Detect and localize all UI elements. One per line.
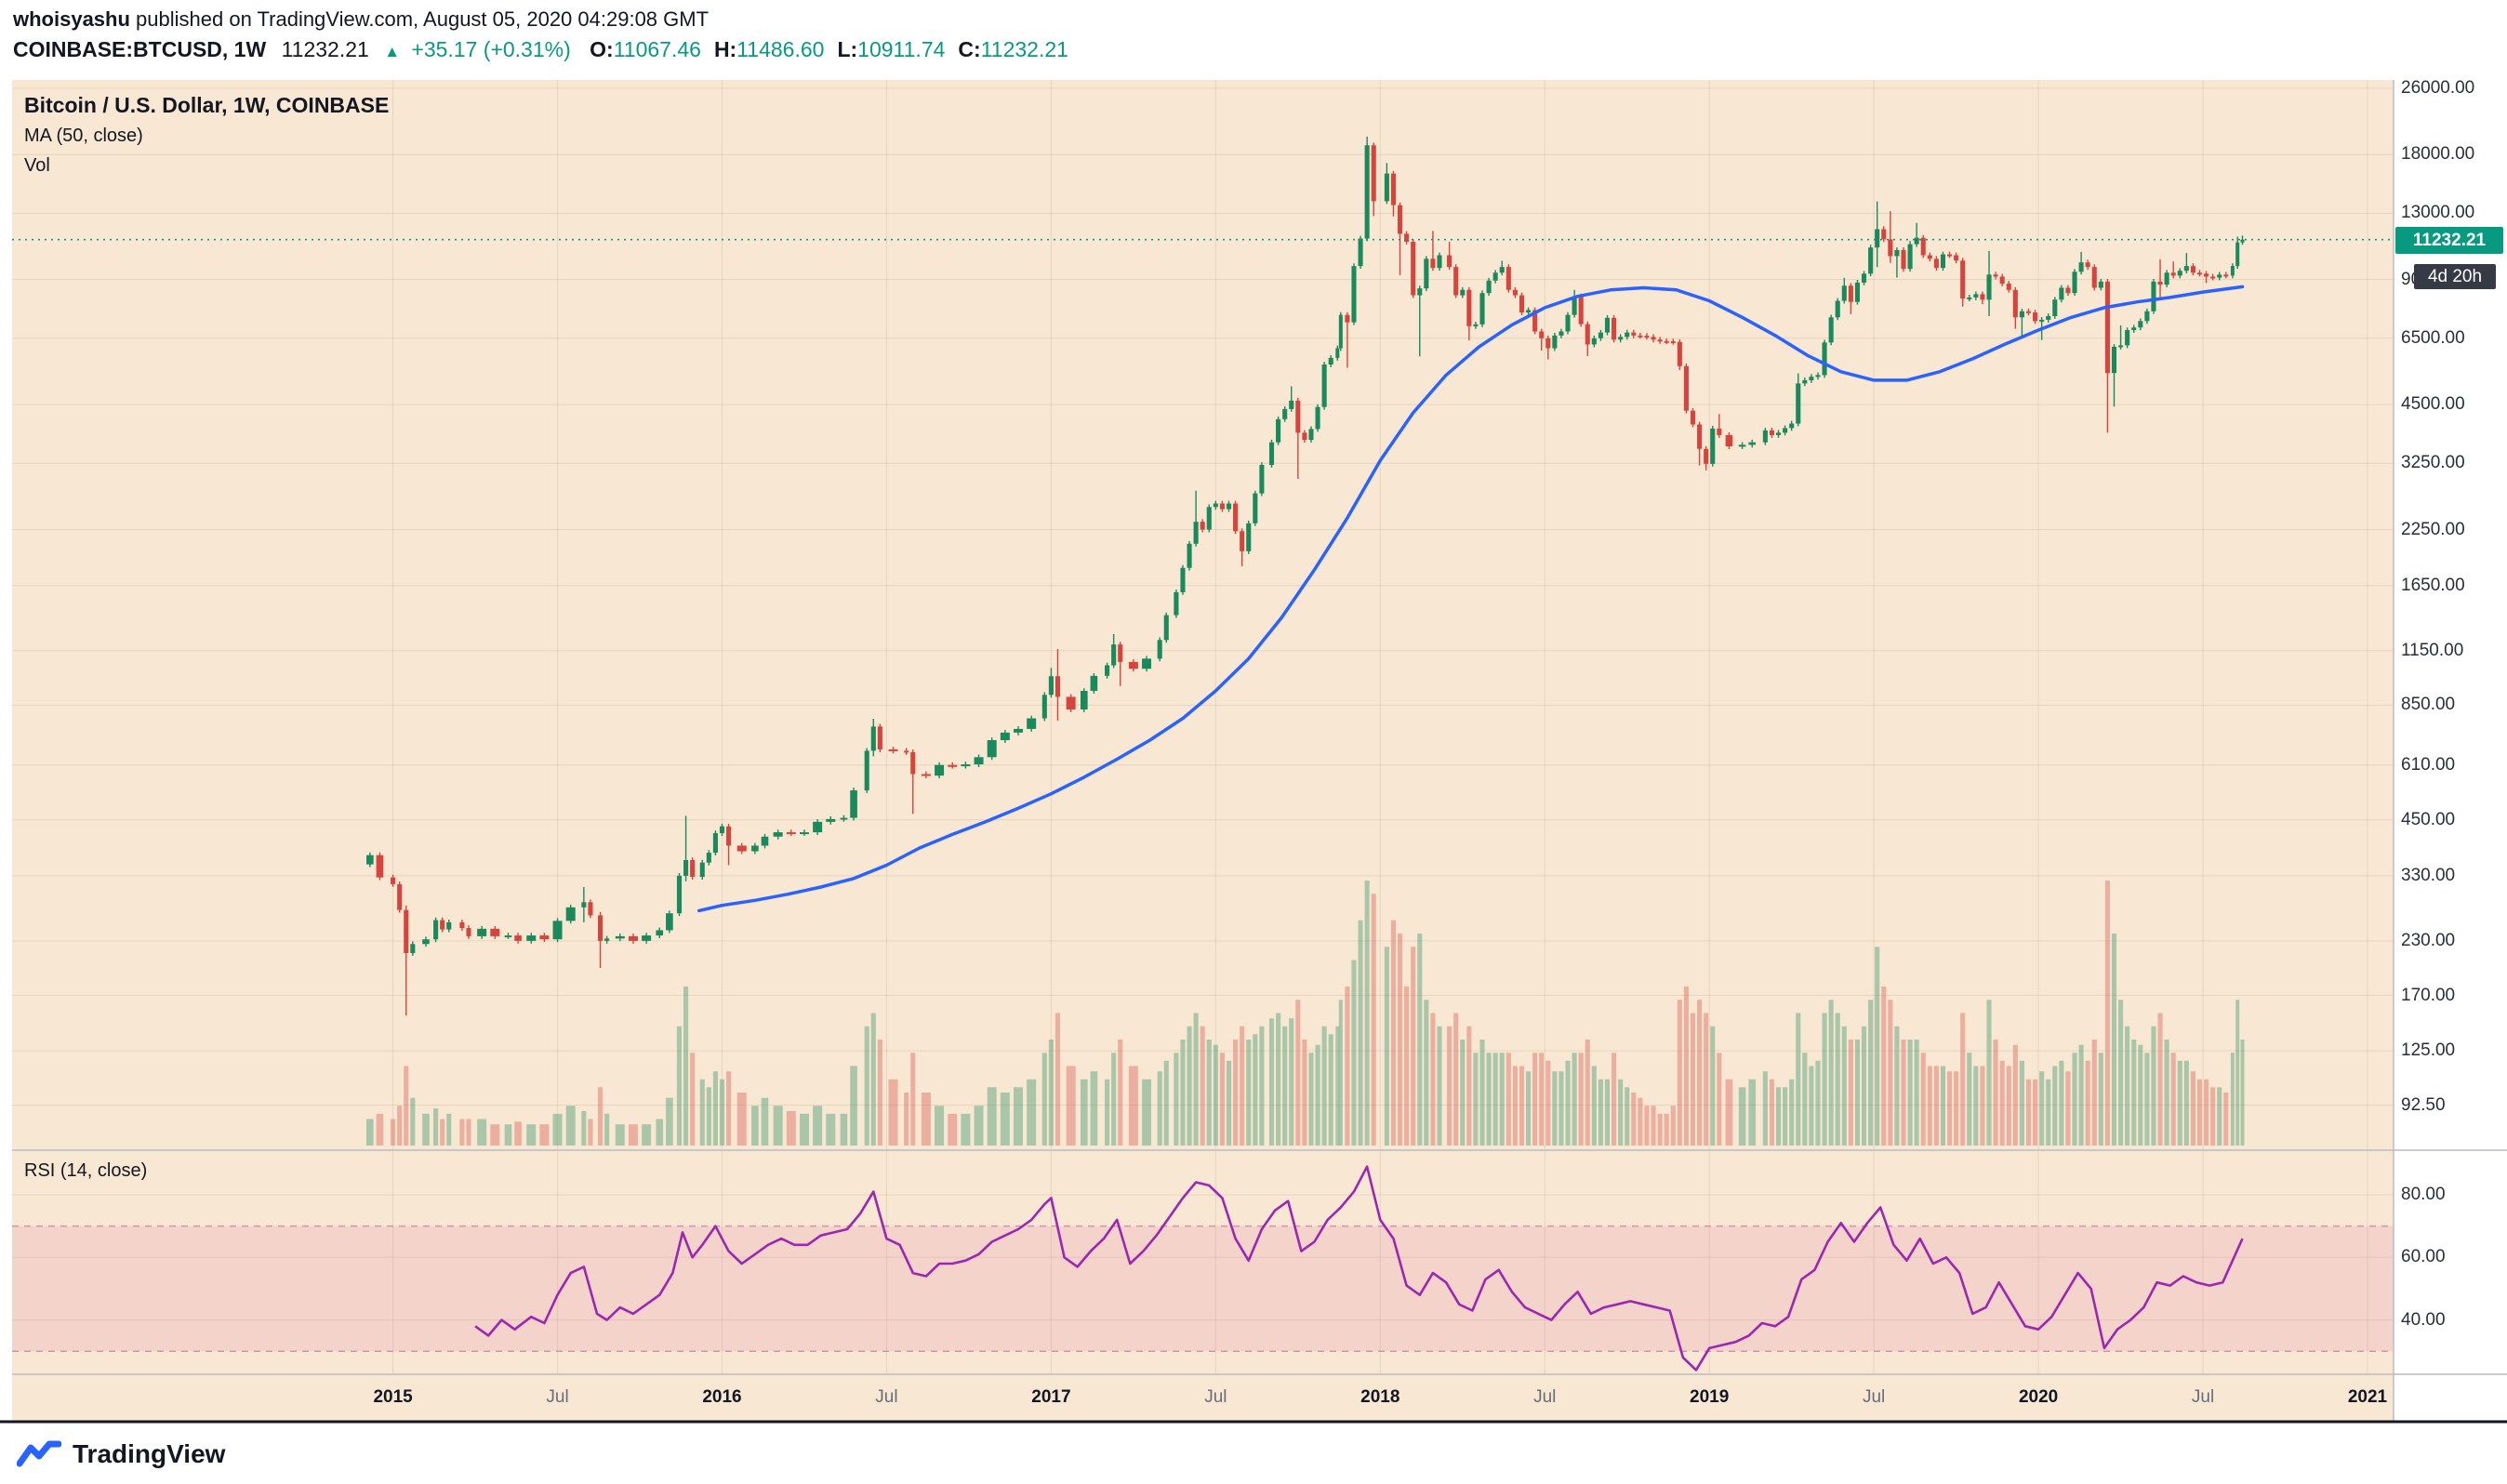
time-tick-label: Jul (875, 1387, 898, 1407)
time-tick-label: 2021 (2347, 1387, 2388, 1407)
tradingview-wordmark[interactable]: TradingView (73, 1438, 226, 1468)
ohlc-values: O:11067.46 H:11486.60 L:10911.74 C:11232.21 (577, 37, 1068, 61)
tradingview-logo-icon[interactable] (17, 1439, 61, 1469)
price-tick-label: 170.00 (2401, 985, 2456, 1005)
price-tick-label: 18000.00 (2401, 144, 2475, 165)
byline-text: published on TradingView.com, August 05,… (129, 7, 710, 31)
time-tick-label: 2016 (702, 1387, 742, 1407)
last-price: 11232.21 (281, 37, 369, 61)
time-tick-label: 2015 (373, 1387, 413, 1407)
time-tick-label: 2020 (2018, 1387, 2059, 1407)
price-tick-label: 230.00 (2401, 930, 2456, 950)
price-tick-label: 6500.00 (2401, 327, 2465, 348)
price-tick-label: 92.50 (2401, 1094, 2446, 1115)
bar-countdown-badge: 4d 20h (2414, 264, 2496, 289)
price-tick-label: 610.00 (2401, 754, 2456, 775)
change-value: +35.17 (+0.31%) (411, 37, 571, 61)
time-tick-label: Jul (2191, 1387, 2215, 1407)
ohlc-value: 11232.21 (980, 37, 1068, 61)
price-tick-label: 26000.00 (2401, 77, 2475, 98)
price-tick-label: 1150.00 (2401, 640, 2464, 660)
price-tick-label: 1650.00 (2401, 575, 2465, 595)
symbol-title[interactable]: COINBASE:BTCUSD, 1W (13, 37, 267, 61)
ohlc-label: C: (958, 37, 981, 61)
time-tick-label: 2017 (1031, 1387, 1071, 1407)
symbol-status-line: COINBASE:BTCUSD, 1W 11232.21 ▲ +35.17 (+… (13, 33, 2431, 68)
ohlc-value: 10911.74 (857, 37, 946, 61)
time-tick-label: Jul (1862, 1387, 1886, 1407)
ma-indicator-label[interactable]: MA (50, close) (24, 126, 143, 146)
price-tick-label: 2250.00 (2401, 519, 2465, 539)
time-tick-label: Jul (1204, 1387, 1227, 1407)
volume-indicator-label[interactable]: Vol (24, 155, 50, 176)
ohlc-value: 11067.46 (613, 37, 701, 61)
publish-header: whoisyashu published on TradingView.com,… (13, 6, 2431, 68)
price-tick-label: 3250.00 (2401, 453, 2465, 473)
price-tick-label: 850.00 (2401, 695, 2456, 715)
time-tick-label: 2019 (1690, 1387, 1730, 1407)
ohlc-label: L: (837, 37, 858, 61)
last-price-badge: 11232.21 (2395, 227, 2503, 254)
author-link[interactable]: whoisyashu (13, 7, 130, 31)
chart-title[interactable]: Bitcoin / U.S. Dollar, 1W, COINBASE (24, 93, 390, 117)
price-tick-label: 13000.00 (2401, 203, 2475, 223)
chart-legend: Bitcoin / U.S. Dollar, 1W, COINBASE MA (… (24, 89, 389, 180)
price-tick-label: 125.00 (2401, 1040, 2456, 1061)
price-tick-label: 330.00 (2401, 865, 2456, 885)
time-tick-label: Jul (546, 1387, 569, 1407)
footer: TradingView (0, 1424, 2507, 1484)
time-tick-label: Jul (1533, 1387, 1557, 1407)
ohlc-value: 11486.60 (736, 37, 825, 61)
rsi-tick-label: 80.00 (2401, 1185, 2446, 1204)
price-tick-label: 4500.00 (2401, 394, 2465, 415)
ohlc-label: H: (713, 37, 737, 61)
time-tick-label: 2018 (1360, 1387, 1400, 1407)
ohlc-label: O: (590, 37, 614, 61)
change-arrow-icon: ▲ (384, 43, 401, 60)
price-tick-label: 450.00 (2401, 809, 2456, 829)
byline: whoisyashu published on TradingView.com,… (13, 6, 2431, 33)
rsi-indicator-label[interactable]: RSI (14, close) (24, 1160, 148, 1181)
chart-area[interactable] (12, 80, 2394, 1374)
rsi-tick-label: 40.00 (2401, 1309, 2446, 1330)
rsi-tick-label: 60.00 (2401, 1247, 2446, 1267)
